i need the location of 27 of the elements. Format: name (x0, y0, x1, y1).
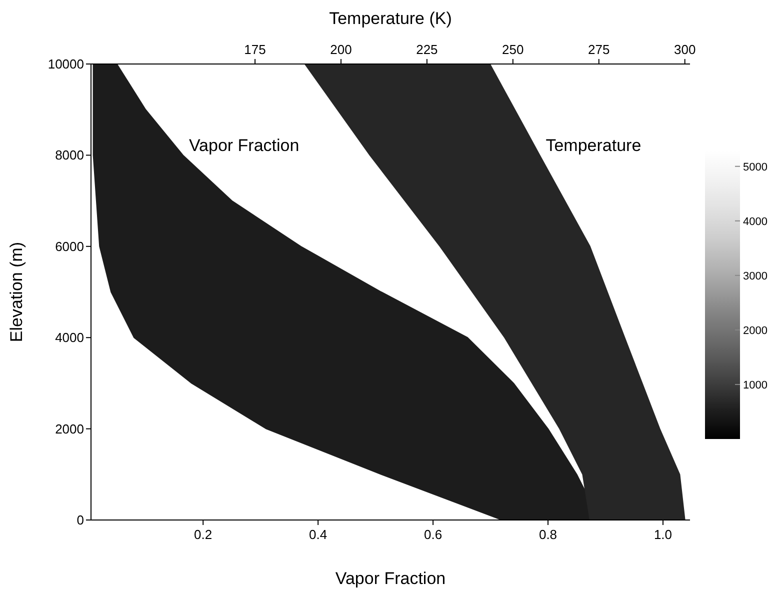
x-tick-label: 0.4 (309, 527, 328, 542)
x-tick-label: 0.6 (424, 527, 442, 542)
y-tick-label: 6000 (55, 238, 84, 254)
y-tick-label: 4000 (55, 330, 84, 346)
color-bar-label: 1000 (743, 379, 768, 392)
x2-tick-label: 200 (330, 42, 352, 57)
x-axis-title: Vapor Fraction (335, 569, 446, 588)
color-bar-label: 5000 (743, 161, 768, 174)
y-axis-title: Elevation (m) (7, 242, 26, 342)
x2-tick-label: 175 (244, 42, 266, 57)
series-label: Vapor Fraction (188, 136, 300, 156)
y-tick-label: 2000 (55, 421, 84, 436)
y-tick-label: 10000 (48, 56, 84, 72)
x2-tick-label: 225 (416, 42, 438, 57)
x2-tick-label: 250 (502, 42, 524, 57)
color-bar-label: 4000 (743, 216, 768, 228)
series-label: Temperature (546, 136, 642, 156)
x2-tick-label: 275 (588, 42, 610, 57)
color-bar-label: 2000 (743, 324, 768, 337)
x-tick-label: 0.8 (538, 527, 558, 542)
color-bar-label: 3000 (743, 270, 768, 282)
y-tick-label: 0 (76, 512, 84, 528)
x-tick-label: 1.0 (654, 527, 672, 542)
y-tick-label: 8000 (55, 148, 84, 163)
x2-tick-label: 300 (674, 42, 696, 57)
x-tick-label: 0.2 (194, 527, 212, 542)
x2-axis-title: Temperature (K) (329, 9, 452, 28)
